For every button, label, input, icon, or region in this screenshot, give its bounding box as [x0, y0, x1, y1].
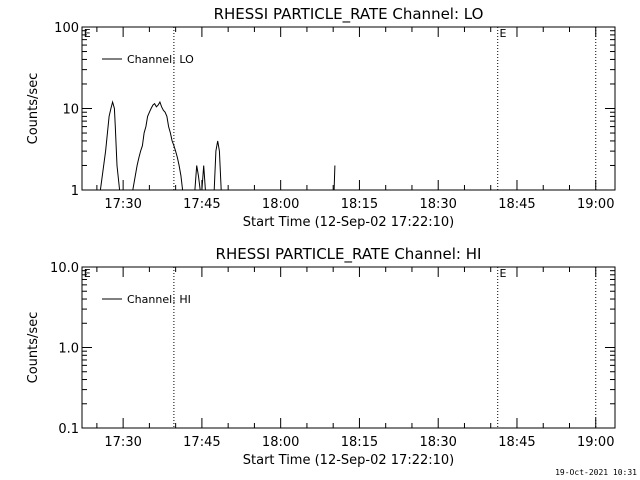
y-tick-label: 100 — [54, 21, 79, 36]
y-tick-label: 1 — [71, 184, 79, 199]
x-tick-label: 18:00 — [262, 197, 299, 212]
x-axis-label: Start Time (12-Sep-02 17:22:10) — [243, 215, 454, 230]
timestamp-label: 19-Oct-2021 10:31 — [555, 468, 637, 477]
y-tick-label: 10 — [62, 103, 79, 118]
plot-frame — [81, 266, 616, 429]
x-tick-label: 17:45 — [183, 435, 220, 450]
x-tick-label: 18:15 — [341, 197, 378, 212]
legend-label: Channel: LO — [127, 53, 194, 66]
x-tick-label: 17:30 — [104, 197, 141, 212]
x-tick-label: 17:45 — [183, 197, 220, 212]
x-tick-label: 18:30 — [419, 197, 456, 212]
event-marker: E — [84, 267, 91, 280]
x-tick-label: 18:45 — [498, 435, 535, 450]
x-tick-label: 19:00 — [577, 435, 614, 450]
series-line — [99, 100, 336, 190]
chart-title: RHESSI PARTICLE_RATE Channel: HI — [216, 245, 482, 264]
chart-panel-1: RHESSI PARTICLE_RATE Channel: LO Start Ti… — [26, 5, 616, 230]
y-axis-label: Counts/sec — [26, 312, 41, 384]
legend-label: Channel: HI — [127, 293, 191, 306]
event-marker: E — [84, 27, 91, 40]
event-marker: E — [499, 267, 506, 280]
y-tick-label: 1.0 — [58, 342, 79, 357]
x-tick-label: 18:15 — [341, 435, 378, 450]
x-tick-label: 19:00 — [577, 197, 614, 212]
x-axis-label: Start Time (12-Sep-02 17:22:10) — [243, 453, 454, 468]
x-tick-label: 18:45 — [498, 197, 535, 212]
y-tick-label: 10.0 — [50, 261, 79, 276]
y-tick-label: 0.1 — [58, 422, 79, 437]
chart-title: RHESSI PARTICLE_RATE Channel: LO — [214, 5, 484, 24]
chart-panel-2: RHESSI PARTICLE_RATE Channel: HI Start Ti… — [26, 245, 616, 468]
x-tick-label: 18:00 — [262, 435, 299, 450]
event-marker: E — [499, 27, 506, 40]
y-axis-label: Counts/sec — [26, 73, 41, 145]
x-tick-label: 18:30 — [419, 435, 456, 450]
x-tick-label: 17:30 — [104, 435, 141, 450]
